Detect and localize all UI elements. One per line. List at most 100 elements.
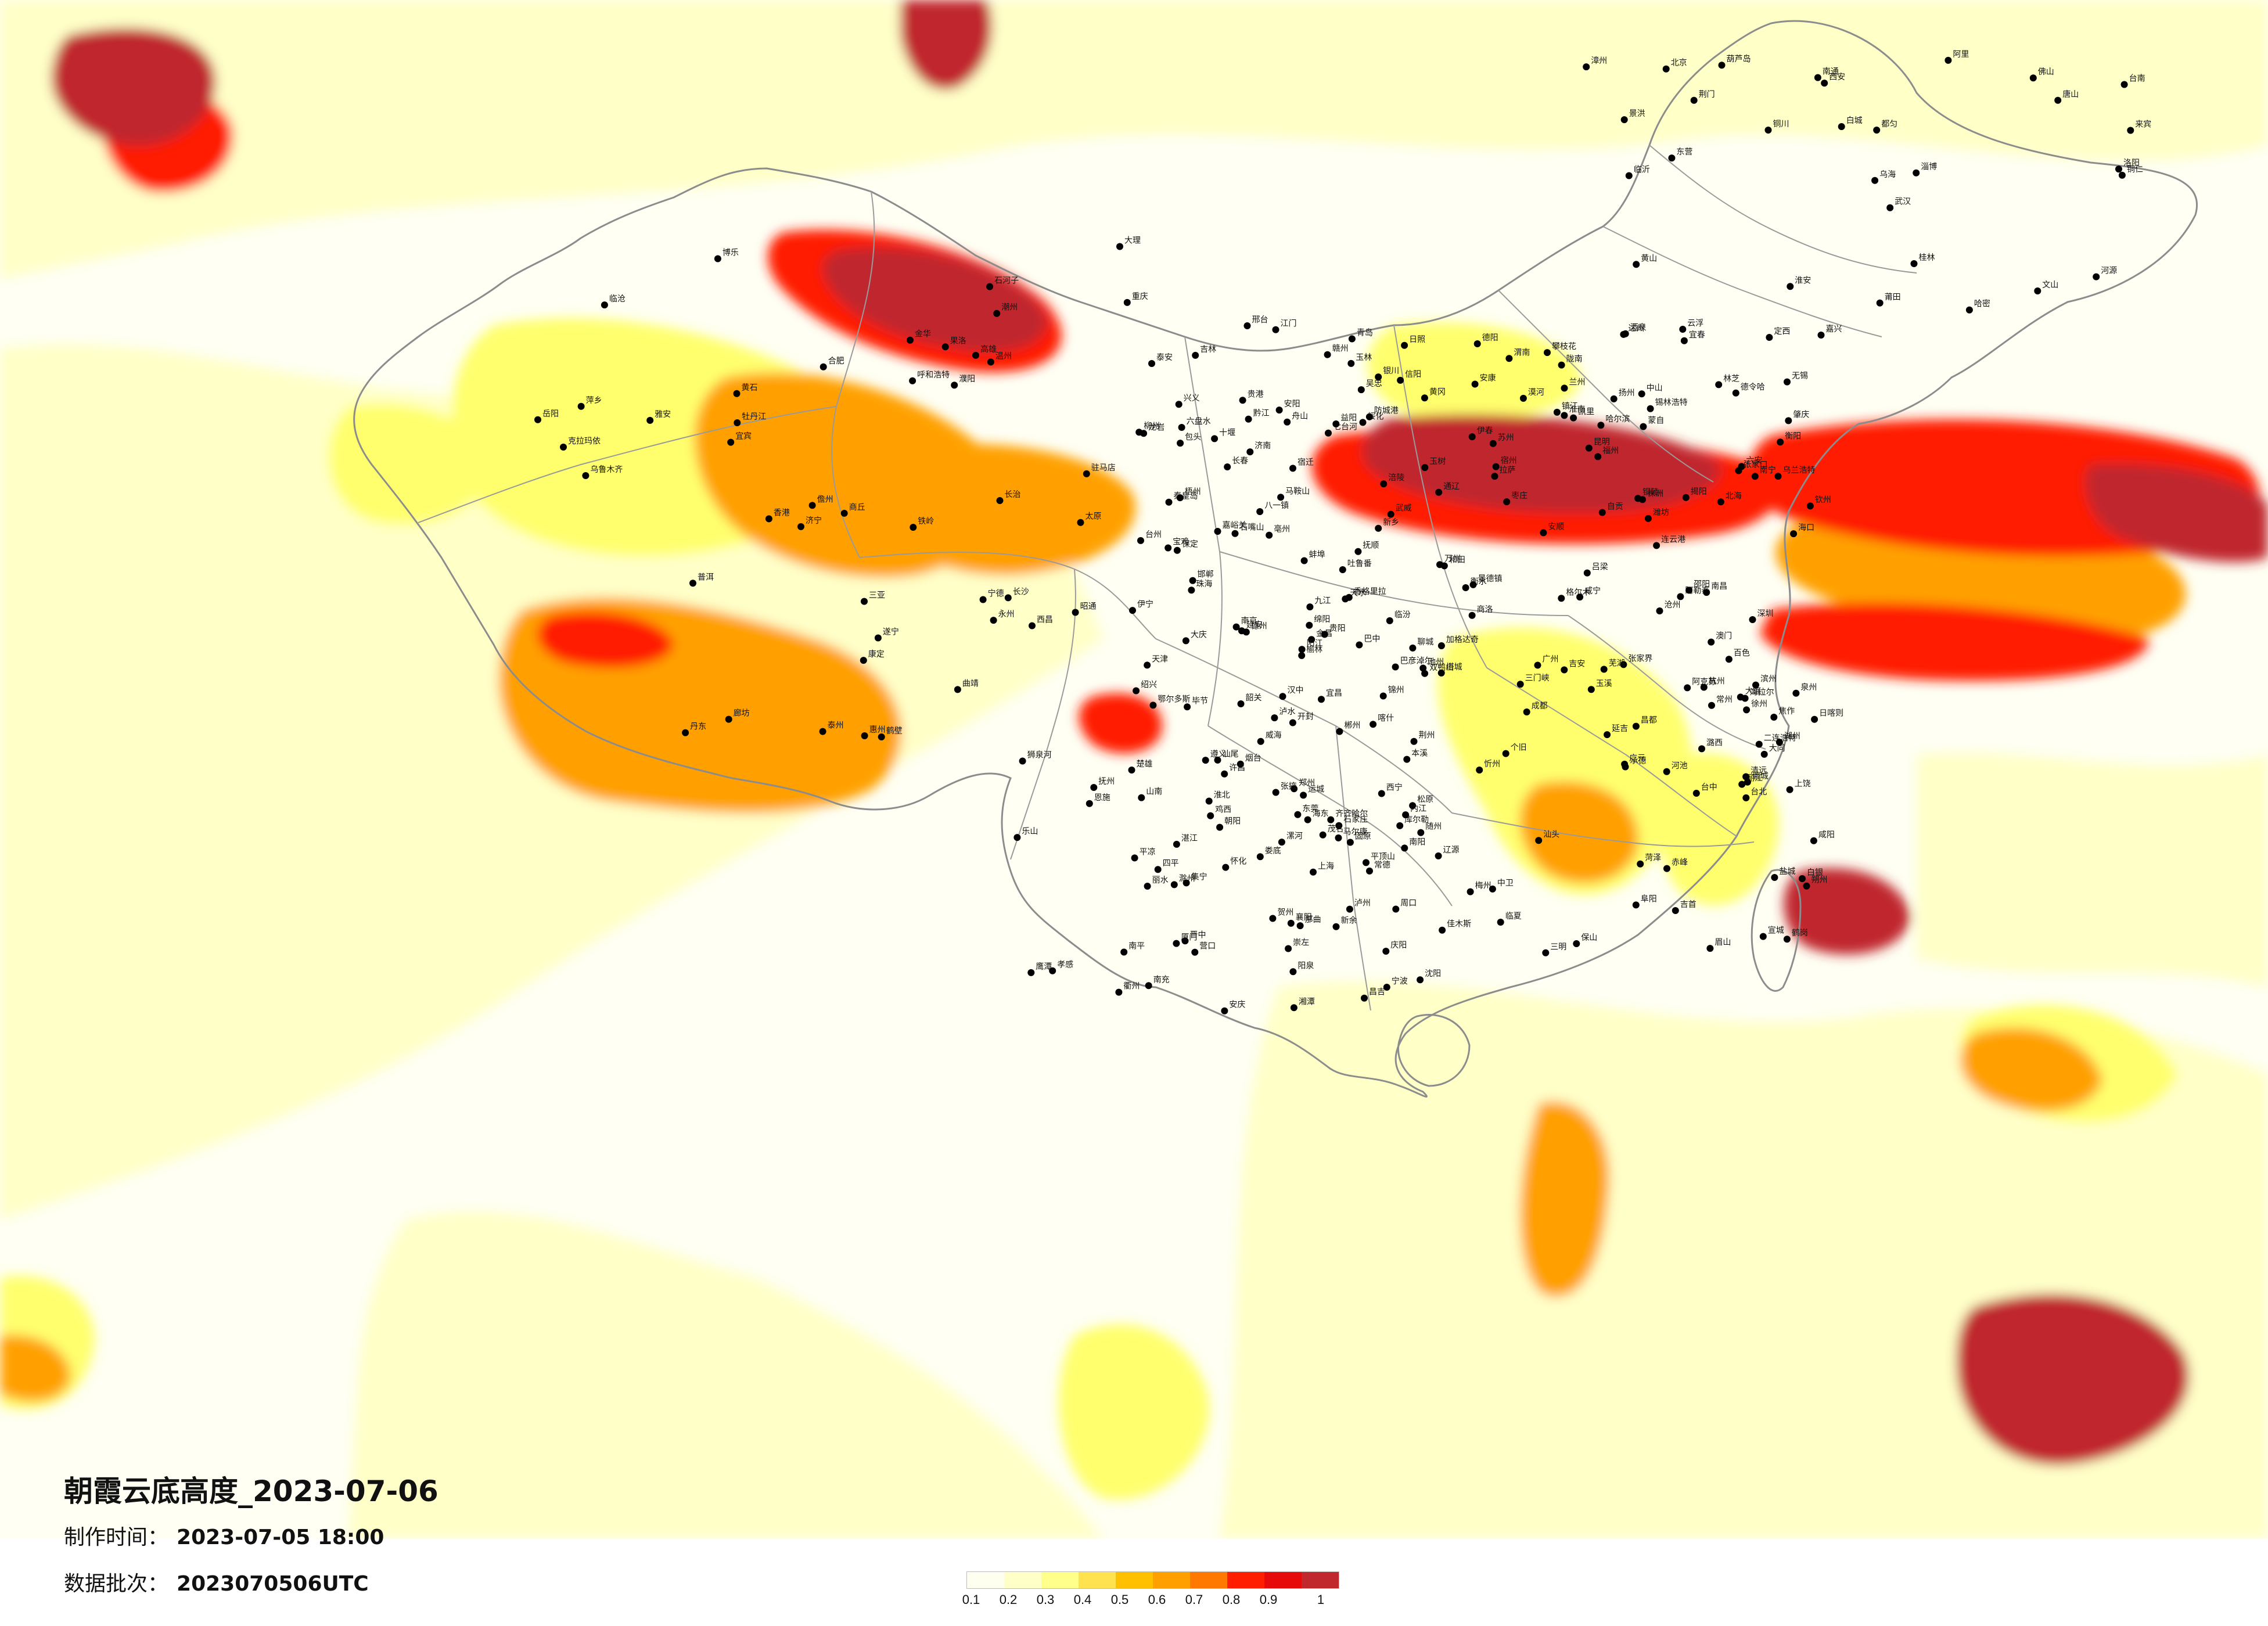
city-label: 朝阳 [1224,817,1241,826]
city-dot [1188,587,1195,594]
legend-tick-labels: 0.1 0.2 0.3 0.4 0.5 0.6 0.7 0.8 0.9 1 [962,1589,1324,1612]
city-label: 苏州 [1498,433,1514,443]
city-label: 锡林浩特 [1655,398,1688,408]
city-dot [1886,204,1894,211]
city-dot [1086,800,1093,807]
city-label: 安顺 [1548,522,1564,531]
city-dot [1300,557,1308,564]
city-label: 湖州 [1784,732,1800,741]
city-label: 阿里 [1953,50,1969,59]
city-marker: 驻马店 [1083,463,1116,477]
city-marker: 商丘 [840,503,865,517]
city-marker: 丹东 [682,722,706,736]
city-marker: 庆阳 [1382,941,1407,955]
city-marker: 德阳 [1473,333,1498,347]
city-label: 天水 [1350,588,1366,598]
city-marker: 佛山 [2029,67,2054,82]
city-marker: 淄博 [1913,162,1937,177]
city-dot [1207,812,1214,819]
city-label: 香格里拉 [1354,587,1386,596]
city-dot [1715,381,1723,388]
city-label: 辽源 [1443,846,1460,855]
city-marker: 北海 [1717,491,1742,506]
city-label: 运城 [1308,785,1324,794]
city-label: 淮南 [1569,405,1585,414]
city-marker: 广元 [1621,754,1645,768]
city-marker: 内江 [1402,804,1426,819]
city-marker: 娄底 [1256,846,1281,861]
city-dot [1436,561,1443,569]
city-dot [1489,885,1496,893]
city-dot [1176,494,1184,502]
city-dot [860,657,867,664]
city-label: 海口 [1798,523,1814,533]
city-marker: 丽水 [1144,876,1169,890]
city-label: 大庆 [1191,630,1207,639]
city-dot [1027,969,1035,976]
city-label: 台州 [1145,530,1162,539]
city-marker: 湛江 [1173,834,1198,848]
city-dot [1468,433,1476,441]
city-dot [1692,790,1700,797]
city-dot [1072,609,1079,616]
city-label: 铜陵 [1642,488,1659,497]
city-dot [1246,448,1254,456]
city-marker: 临沂 [1625,166,1650,179]
city-marker: 荆州 [1410,731,1435,745]
city-label: 徐州 [1751,699,1767,708]
city-dot [1502,750,1509,757]
city-dot [907,336,914,344]
city-label: 石家庄 [1343,815,1368,825]
city-label: 格尔木 [1566,588,1590,597]
city-label: 鹰潭 [1036,962,1052,972]
legend-swatch [1264,1572,1302,1588]
city-dot [1137,537,1144,544]
city-marker: 遵义 [1202,749,1227,764]
city-label: 泸州 [1354,899,1371,908]
city-dot [1346,905,1353,913]
city-marker: 太原 [1077,512,1102,526]
city-label: 上饶 [1795,779,1811,789]
city-dot [1519,394,1527,402]
city-label: 承德 [1630,757,1647,766]
city-marker: 桂林 [1910,253,1935,267]
city-marker: 无锡 [1784,372,1808,386]
city-marker: 林芝 [1715,374,1739,388]
city-dot [1419,664,1427,672]
city-marker: 玉树 [1421,457,1446,472]
city-marker: 攀枝花 [1544,342,1576,357]
city-label: 郴州 [1344,721,1360,731]
city-marker: 泰州 [819,721,844,735]
cloud-height-map[interactable]: 漠河加格达奇海拉尔齐齐哈尔大庆哈尔滨伊春鹤岗佳木斯双鸭山七台河鸡西绥化牡丹江乌兰… [0,0,2268,1539]
city-label: 保定 [1182,540,1198,549]
city-label: 伊宁 [1137,599,1153,609]
city-label: 泰州 [828,721,844,731]
city-dot [1279,693,1286,700]
city-dot [1558,595,1565,602]
city-marker: 河源 [2093,267,2117,280]
city-marker: 宿迁 [1289,457,1314,472]
city-marker: 厦门 [1173,933,1197,947]
city-dot [1224,463,1231,470]
city-dot [1296,922,1304,930]
city-label: 宜宾 [735,432,752,441]
city-dot [1049,967,1056,974]
city-dot [1792,689,1800,697]
city-label: 衢州 [1123,981,1140,991]
city-label: 枣庄 [1511,491,1527,501]
city-label: 三门峡 [1525,674,1550,683]
city-label: 阳泉 [1297,961,1314,970]
legend-tick: 0.3 [1036,1592,1055,1607]
city-dot [1409,802,1417,810]
city-dot [1379,692,1387,700]
city-dot [1335,822,1343,829]
city-dot [1409,644,1417,652]
city-label: 韶关 [1246,693,1262,703]
city-label: 常州 [1716,695,1733,704]
city-dot [1647,405,1654,412]
city-marker: 潍坊 [1644,508,1669,522]
city-dot [1759,933,1767,940]
city-marker: 邵阳 [1685,580,1710,594]
city-label: 荆门 [1699,90,1715,99]
city-dot [1542,949,1550,956]
